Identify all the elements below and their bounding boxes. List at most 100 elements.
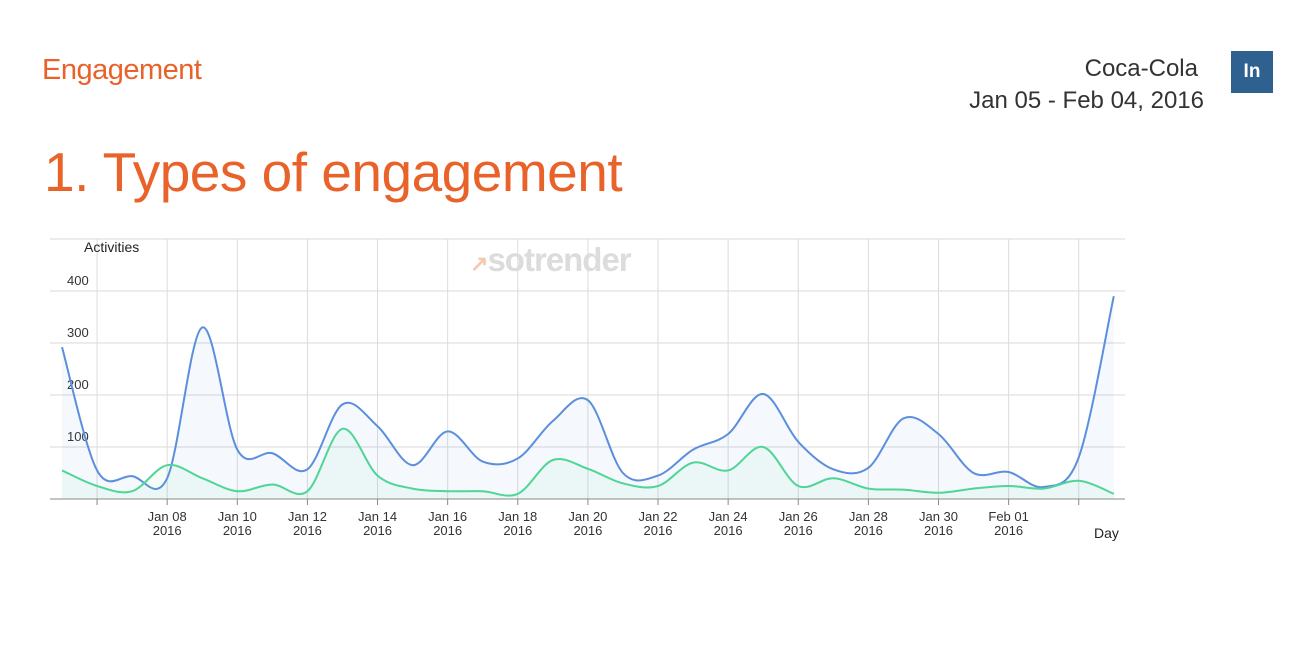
data-point bbox=[762, 393, 764, 395]
data-point bbox=[96, 469, 98, 471]
x-tick-label-year: 2016 bbox=[293, 523, 322, 538]
data-point bbox=[517, 457, 519, 459]
data-point bbox=[1113, 493, 1115, 495]
x-tick-label: Jan 20 bbox=[568, 509, 607, 524]
data-point bbox=[552, 420, 554, 422]
data-point bbox=[482, 460, 484, 462]
data-point bbox=[657, 485, 659, 487]
x-tick-label-year: 2016 bbox=[924, 523, 953, 538]
x-tick-label: Feb 01 bbox=[988, 509, 1028, 524]
x-tick-label: Jan 10 bbox=[218, 509, 257, 524]
data-point bbox=[131, 490, 133, 492]
data-point bbox=[657, 474, 659, 476]
data-point bbox=[166, 464, 168, 466]
series-line-1 bbox=[61, 295, 1115, 490]
data-point bbox=[236, 490, 238, 492]
data-point bbox=[692, 448, 694, 450]
data-point bbox=[61, 346, 63, 348]
x-tick-label-year: 2016 bbox=[644, 523, 673, 538]
data-point bbox=[1078, 456, 1080, 458]
sotrender-watermark: ↗sotrender bbox=[470, 241, 632, 278]
x-tick-label-year: 2016 bbox=[784, 523, 813, 538]
x-tick-label-year: 2016 bbox=[714, 523, 743, 538]
date-range: Jan 05 - Feb 04, 2016 bbox=[969, 87, 1204, 114]
data-point bbox=[972, 487, 974, 489]
data-point bbox=[727, 433, 729, 435]
data-point bbox=[902, 417, 904, 419]
x-tick-label: Jan 30 bbox=[919, 509, 958, 524]
data-point bbox=[376, 474, 378, 476]
data-point bbox=[622, 472, 624, 474]
data-point bbox=[937, 433, 939, 435]
data-point bbox=[131, 475, 133, 477]
data-point bbox=[271, 452, 273, 454]
data-point bbox=[1078, 480, 1080, 482]
page-title: 1. Types of engagement bbox=[44, 141, 623, 203]
data-point bbox=[61, 469, 63, 471]
y-axis-label: Activities bbox=[84, 239, 139, 255]
data-point bbox=[306, 468, 308, 470]
linkedin-icon: In bbox=[1231, 51, 1273, 93]
data-point bbox=[832, 477, 834, 479]
data-point bbox=[587, 468, 589, 470]
x-tick-label: Jan 28 bbox=[849, 509, 888, 524]
data-point bbox=[1042, 487, 1044, 489]
data-point bbox=[867, 487, 869, 489]
y-tick-label: 300 bbox=[67, 325, 89, 340]
data-point bbox=[797, 485, 799, 487]
x-axis-label: Day bbox=[1094, 525, 1119, 541]
x-tick-label: Jan 12 bbox=[288, 509, 327, 524]
data-point bbox=[517, 493, 519, 495]
y-tick-label: 400 bbox=[67, 273, 89, 288]
section-title: Engagement bbox=[42, 54, 202, 86]
data-point bbox=[622, 482, 624, 484]
data-point bbox=[552, 459, 554, 461]
x-tick-label-year: 2016 bbox=[153, 523, 182, 538]
data-point bbox=[867, 467, 869, 469]
data-point bbox=[587, 399, 589, 401]
x-tick-label: Jan 22 bbox=[638, 509, 677, 524]
x-tick-label-year: 2016 bbox=[433, 523, 462, 538]
x-tick-label: Jan 24 bbox=[709, 509, 748, 524]
data-point bbox=[271, 483, 273, 485]
data-point bbox=[972, 472, 974, 474]
data-point bbox=[446, 490, 448, 492]
data-point bbox=[482, 490, 484, 492]
data-point bbox=[692, 461, 694, 463]
x-tick-label-year: 2016 bbox=[854, 523, 883, 538]
data-point bbox=[306, 490, 308, 492]
data-point bbox=[832, 468, 834, 470]
brand-name: Coca-Cola bbox=[1084, 55, 1198, 82]
data-point bbox=[797, 441, 799, 443]
series-area-1 bbox=[62, 296, 1114, 499]
data-point bbox=[411, 464, 413, 466]
data-point bbox=[937, 492, 939, 494]
data-point bbox=[341, 428, 343, 430]
data-point bbox=[1007, 485, 1009, 487]
data-point bbox=[727, 469, 729, 471]
data-point bbox=[1113, 295, 1115, 297]
data-point bbox=[762, 446, 764, 448]
data-point bbox=[96, 485, 98, 487]
x-tick-label: Jan 14 bbox=[358, 509, 397, 524]
x-tick-label: Jan 16 bbox=[428, 509, 467, 524]
data-point bbox=[411, 487, 413, 489]
data-point bbox=[236, 448, 238, 450]
data-point bbox=[376, 425, 378, 427]
data-point bbox=[341, 403, 343, 405]
data-point bbox=[902, 488, 904, 490]
data-point bbox=[201, 477, 203, 479]
x-tick-label-year: 2016 bbox=[363, 523, 392, 538]
x-tick-label: Jan 26 bbox=[779, 509, 818, 524]
data-point bbox=[201, 326, 203, 328]
data-point bbox=[1007, 471, 1009, 473]
series-line-2 bbox=[61, 427, 1115, 497]
x-tick-label-year: 2016 bbox=[503, 523, 532, 538]
x-tick-label: Jan 08 bbox=[148, 509, 187, 524]
x-tick-label: Jan 18 bbox=[498, 509, 537, 524]
x-tick-label-year: 2016 bbox=[573, 523, 602, 538]
series-area-2 bbox=[62, 428, 1114, 499]
x-tick-label-year: 2016 bbox=[994, 523, 1023, 538]
x-tick-label-year: 2016 bbox=[223, 523, 252, 538]
